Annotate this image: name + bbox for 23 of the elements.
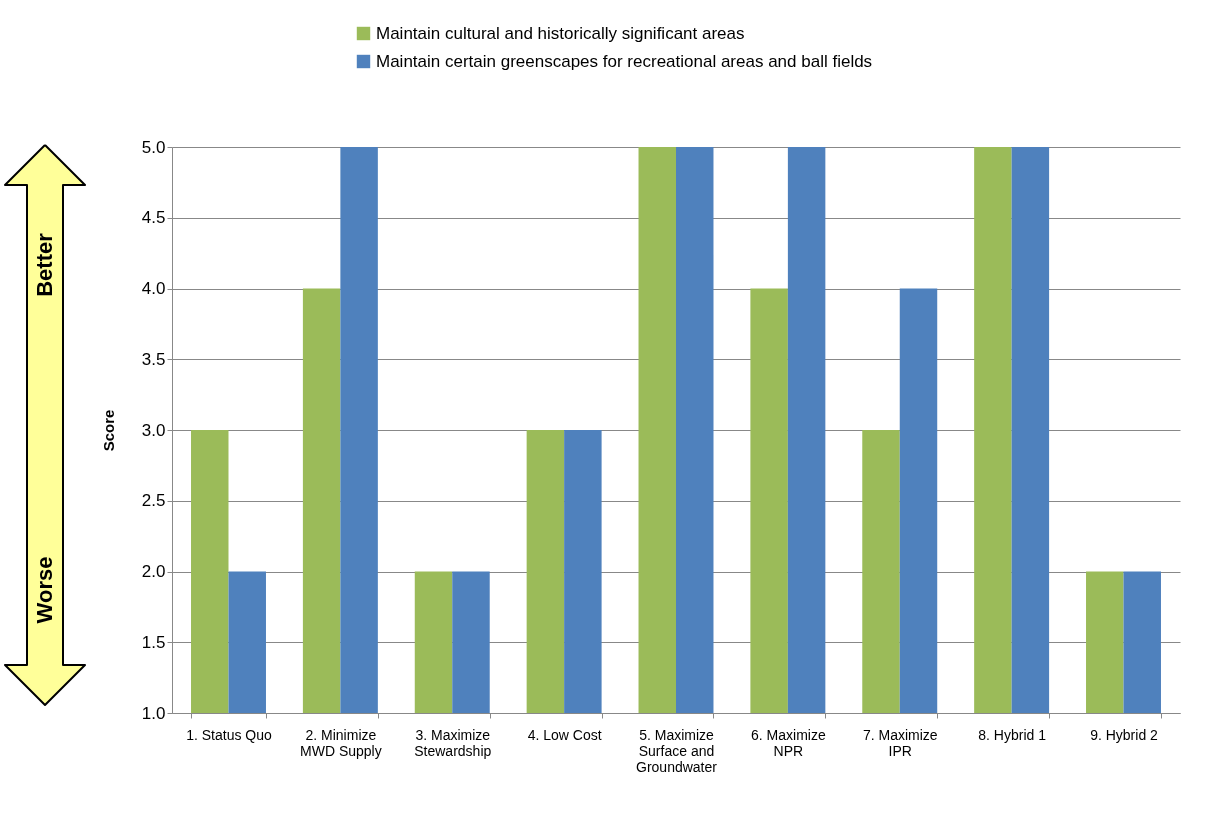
- y-tick-label: 3.5: [141, 349, 166, 369]
- text: Better: [32, 232, 57, 297]
- x-tick-label: 8. Hybrid 1: [978, 726, 1047, 743]
- y-tick-label: 4.5: [141, 208, 166, 228]
- legend-label: Maintain certain greenscapes for recreational areas and ball fields: [376, 51, 873, 71]
- x-tick-label: 7. Maximize IPR: [862, 726, 938, 759]
- x-tick-label: 2. Minimize MWD Supply: [300, 726, 382, 759]
- x-tick-label: 4. Low Cost: [527, 726, 602, 743]
- y-tick-label: 4.0: [141, 279, 166, 298]
- x-tick-label: 6. Maximize NPR: [751, 726, 826, 759]
- y-tick-label: 3.0: [141, 420, 166, 440]
- y-tick-label: 2.0: [141, 562, 166, 581]
- x-tick-label: 3. Maximize Stewardship: [414, 726, 492, 759]
- x-tick-label: 9. Hybrid 2: [1090, 726, 1159, 743]
- y-tick-label: 1.5: [141, 632, 166, 652]
- legend-label: Maintain cultural and historically significant areas: [376, 23, 745, 43]
- x-tick-label: 5. Maximize Surface and Groundwater: [636, 726, 718, 775]
- y-axis-title: Score: [99, 409, 117, 452]
- y-tick-label: 1.0: [141, 703, 166, 723]
- y-tick-label: 5.0: [141, 137, 166, 157]
- y-tick-label: 2.5: [141, 491, 166, 511]
- x-tick-label: 1. Status Quo: [186, 726, 273, 743]
- text: Worse: [32, 556, 57, 624]
